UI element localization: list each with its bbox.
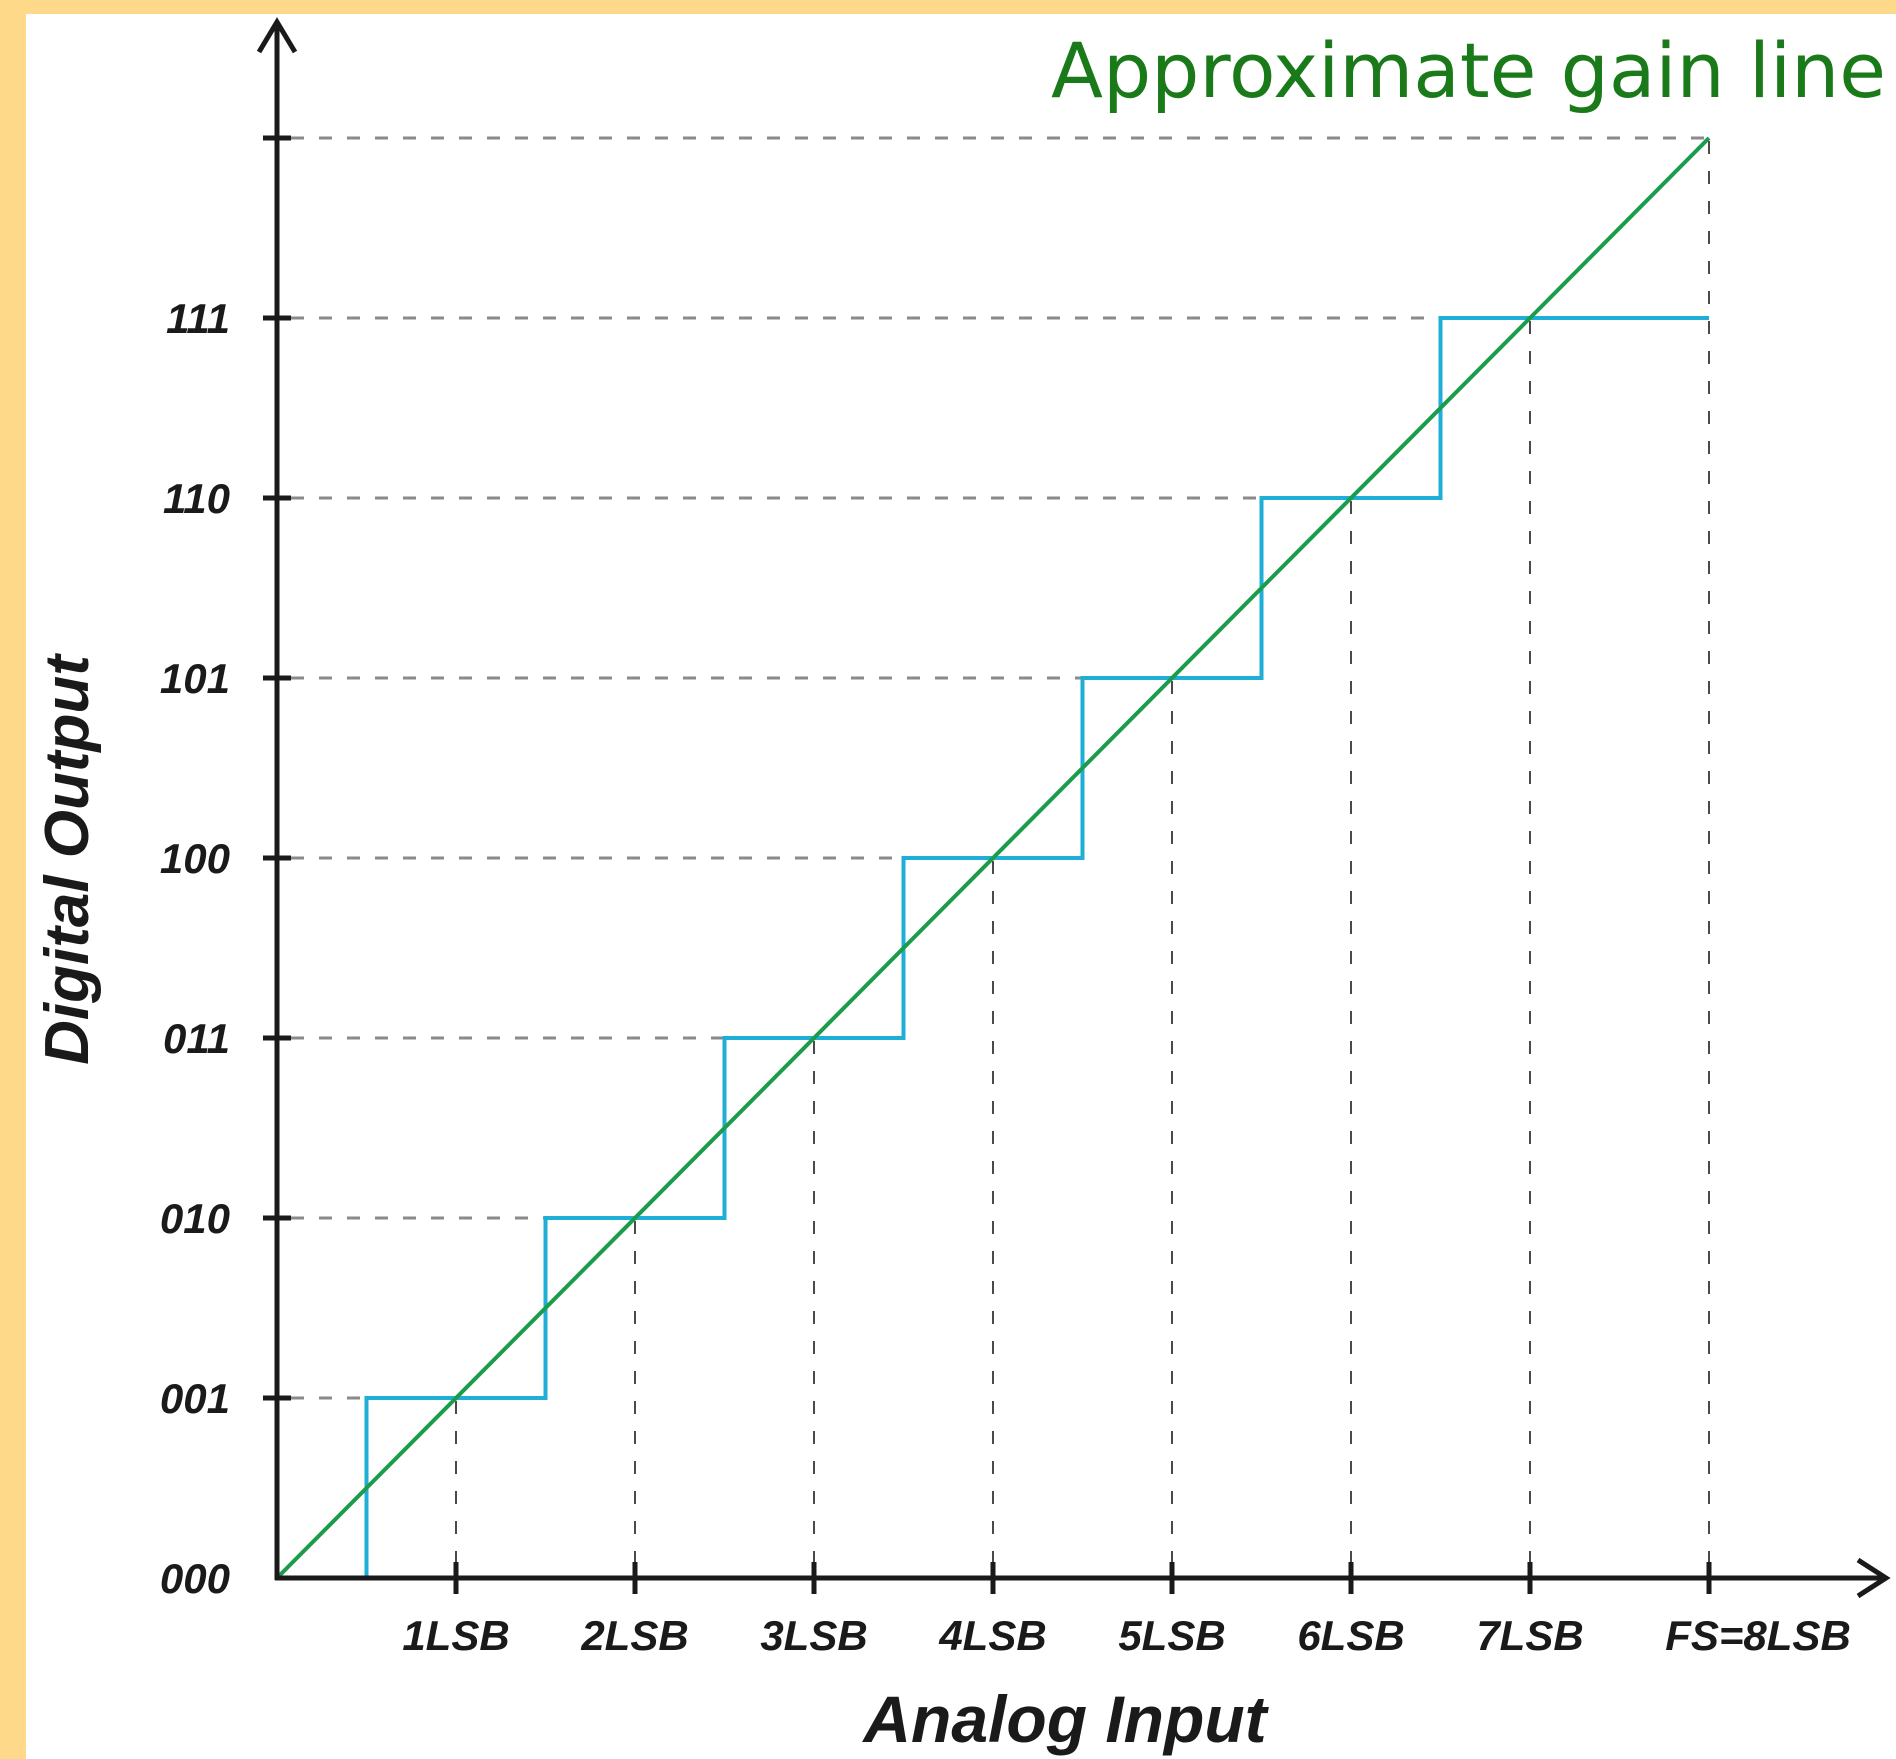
x-tick-label: 1LSB [402,1612,509,1659]
y-tick-label: 111 [166,295,230,342]
axes [256,17,1891,1599]
y-axis-arrow-icon [256,17,298,54]
y-tick-label: 110 [163,475,230,522]
x-tick-label: FS=8LSB [1665,1612,1851,1659]
x-tick-label: 5LSB [1118,1612,1225,1659]
y-tick-label: 000 [160,1555,230,1602]
x-tick-label: 7LSB [1476,1612,1583,1659]
grid-lines [291,136,1710,1564]
y-tick-label: 101 [160,655,230,702]
gain-line-annotation: Approximate gain line [1051,26,1886,115]
x-tick-label: 6LSB [1297,1612,1404,1659]
x-tick-label: 2LSB [580,1612,688,1659]
y-tick-label: 100 [160,835,230,882]
gain-line-series [275,136,1711,1580]
x-tick-label: 4LSB [938,1612,1046,1659]
chart-panel [26,14,1896,1759]
staircase-series [277,316,1709,1580]
labels: 000 001 010 011 100 101 110 111 1LSB 2LSB 3LSB 4LSB… [33,26,1886,1756]
y-tick-label: 010 [160,1195,230,1242]
y-tick-label: 011 [163,1015,230,1062]
series-layer [275,136,1711,1580]
x-axis-title: Analog Input [861,1682,1269,1756]
y-tick-label: 001 [160,1375,230,1422]
y-axis-title: Digital Output [33,653,102,1065]
x-tick-label: 3LSB [760,1612,867,1659]
x-axis-arrow-icon [1856,1557,1891,1599]
